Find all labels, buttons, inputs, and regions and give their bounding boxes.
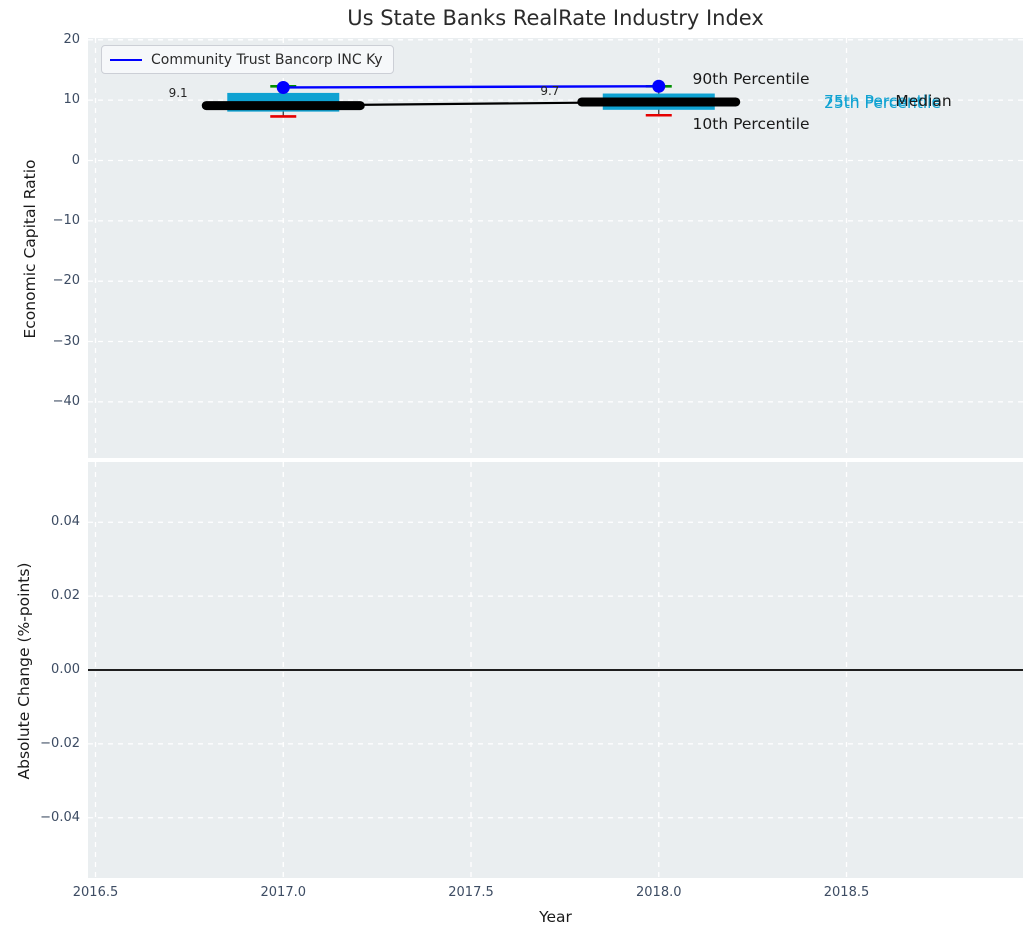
y-tick-label-bottom: −0.04 (0, 811, 80, 825)
figure: Us State Banks RealRate Industry Index C… (0, 0, 1034, 942)
x-tick-label: 2018.0 (614, 886, 704, 900)
y-tick-label-top: 10 (0, 93, 80, 107)
y-tick-label-bottom: 0.04 (0, 515, 80, 529)
legend: Community Trust Bancorp INC Ky (101, 45, 394, 74)
x-tick-label: 2016.5 (51, 886, 141, 900)
legend-label: Community Trust Bancorp INC Ky (151, 52, 383, 68)
annotation-10th-percentile: 10th Percentile (693, 117, 810, 133)
y-tick-label-bottom: 0.00 (0, 663, 80, 677)
x-tick-label: 2017.0 (238, 886, 328, 900)
annotation-9-1: 9.1 (169, 87, 188, 99)
x-axis-label: Year (88, 908, 1023, 926)
y-tick-label-bottom: 0.02 (0, 589, 80, 603)
legend-line-swatch (110, 59, 142, 61)
annotation-9-7: 9.7 (540, 85, 559, 97)
y-tick-label-bottom: −0.02 (0, 737, 80, 751)
y-tick-label-top: −10 (0, 214, 80, 228)
y-tick-label-top: −30 (0, 335, 80, 349)
y-tick-label-top: −40 (0, 395, 80, 409)
annotation-90th-percentile: 90th Percentile (693, 72, 810, 88)
y-tick-label-top: −20 (0, 274, 80, 288)
y-tick-label-top: 20 (0, 33, 80, 47)
x-tick-label: 2018.5 (802, 886, 892, 900)
annotation-median: Median (895, 94, 951, 110)
bottom-axes (88, 462, 1023, 878)
x-tick-label: 2017.5 (426, 886, 516, 900)
y-axis-label-top: Economic Capital Ratio (21, 143, 39, 355)
y-tick-label-top: 0 (0, 154, 80, 168)
chart-title: Us State Banks RealRate Industry Index (88, 6, 1023, 30)
